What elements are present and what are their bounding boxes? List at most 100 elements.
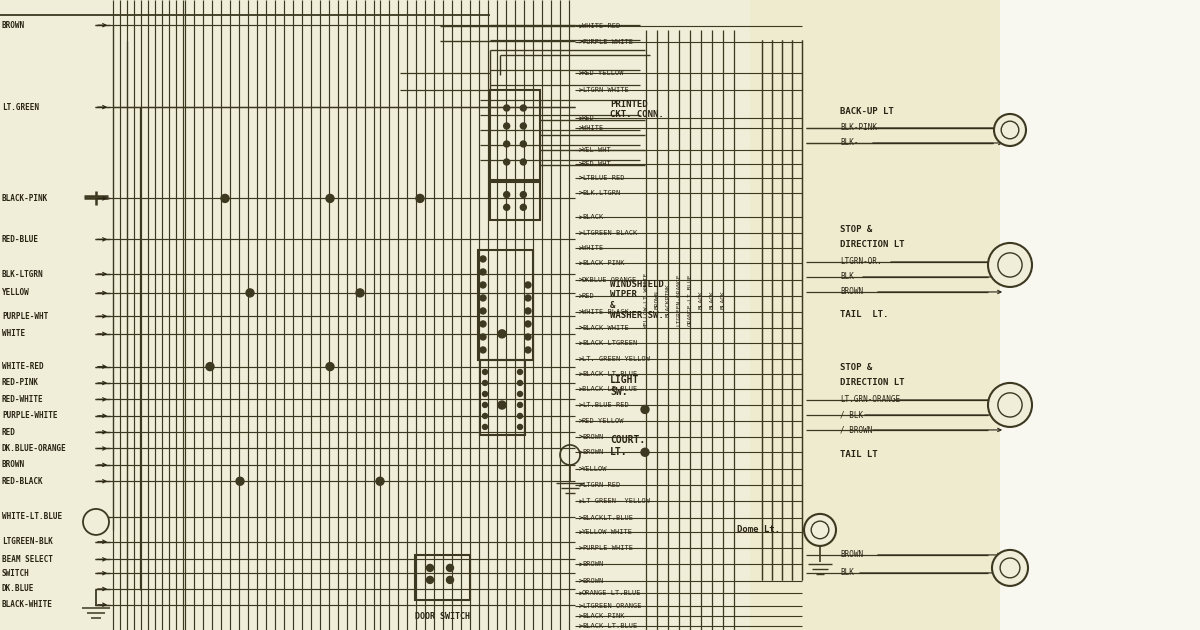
Circle shape: [526, 295, 530, 301]
Text: BLACK-WHITE: BLACK-WHITE: [2, 600, 53, 609]
Text: BLACK-WHITE: BLACK-WHITE: [582, 324, 629, 331]
Circle shape: [994, 114, 1026, 146]
Text: BLACK-PINK: BLACK-PINK: [582, 613, 624, 619]
Circle shape: [446, 564, 454, 571]
Circle shape: [504, 123, 510, 129]
Text: LTGREEN-ORANGE: LTGREEN-ORANGE: [582, 603, 642, 609]
Text: BLACK: BLACK: [582, 214, 604, 220]
Text: TAIL LT: TAIL LT: [840, 450, 877, 459]
Circle shape: [326, 195, 334, 202]
Text: BROWN: BROWN: [582, 561, 604, 568]
Circle shape: [482, 403, 487, 408]
Text: DK.BLUE: DK.BLUE: [2, 585, 35, 593]
Text: RED: RED: [2, 428, 16, 437]
Text: BLACK-LT BLUE: BLACK-LT BLUE: [582, 386, 637, 392]
Circle shape: [517, 425, 522, 430]
Text: BROWN: BROWN: [2, 21, 25, 30]
Bar: [480, 360, 526, 435]
Text: WHITE-BLACK: WHITE-BLACK: [582, 309, 629, 315]
Circle shape: [482, 369, 487, 374]
Circle shape: [804, 514, 836, 546]
Text: YELLOW: YELLOW: [2, 289, 30, 297]
Text: ORANGE-LT.BLUE: ORANGE-LT.BLUE: [582, 590, 642, 597]
Circle shape: [526, 347, 530, 353]
Text: BLACK-LT.BLUE: BLACK-LT.BLUE: [582, 371, 637, 377]
Text: STOP &: STOP &: [840, 226, 872, 234]
Circle shape: [482, 391, 487, 396]
Text: WINDSHIELD
WIPER
&
WASHER SW.: WINDSHIELD WIPER & WASHER SW.: [610, 280, 664, 320]
Circle shape: [504, 105, 510, 111]
Circle shape: [498, 401, 506, 409]
Text: BLACK-PINK: BLACK-PINK: [582, 260, 624, 266]
Text: DIRECTION LT: DIRECTION LT: [840, 241, 905, 249]
Circle shape: [504, 192, 510, 198]
Circle shape: [517, 403, 522, 408]
Text: RED-BLACK: RED-BLACK: [2, 477, 43, 486]
Circle shape: [446, 576, 454, 583]
Circle shape: [416, 195, 424, 202]
Circle shape: [521, 192, 527, 198]
Text: LT.GREEN: LT.GREEN: [2, 103, 38, 112]
Text: PURPLE-WHITE: PURPLE-WHITE: [582, 545, 634, 551]
Text: BLK-LTGRN: BLK-LTGRN: [2, 270, 43, 278]
Circle shape: [236, 478, 244, 485]
Text: RED-: RED-: [582, 115, 599, 122]
Text: LT. GREEN-YELLOW: LT. GREEN-YELLOW: [582, 356, 650, 362]
Text: PURPLE-WHITE: PURPLE-WHITE: [582, 38, 634, 45]
Text: YEL-WHT: YEL-WHT: [582, 147, 612, 153]
Text: BROWN: BROWN: [582, 433, 604, 440]
Circle shape: [521, 141, 527, 147]
Text: BROWN: BROWN: [582, 449, 604, 455]
Text: RED-BLUE: RED-BLUE: [2, 235, 38, 244]
Text: BLK: BLK: [840, 272, 854, 282]
Circle shape: [517, 381, 522, 386]
Circle shape: [482, 413, 487, 418]
Text: BLACK-PINK: BLACK-PINK: [2, 194, 48, 203]
Bar: [750, 0, 1000, 630]
Text: Dome Lt.: Dome Lt.: [737, 525, 780, 534]
Text: LTGREEN-BLACK: LTGREEN-BLACK: [582, 230, 637, 236]
Circle shape: [504, 141, 510, 147]
Text: TAIL  LT.: TAIL LT.: [840, 311, 888, 319]
Text: DOOR SWITCH: DOOR SWITCH: [415, 612, 470, 621]
Text: BROWN: BROWN: [840, 287, 863, 297]
Circle shape: [480, 269, 486, 275]
Text: BLK-PINK: BLK-PINK: [840, 123, 877, 132]
Text: ORANGE-LT.BLUE: ORANGE-LT.BLUE: [688, 273, 692, 326]
Circle shape: [521, 159, 527, 165]
Circle shape: [426, 564, 433, 571]
Circle shape: [641, 449, 649, 456]
Circle shape: [426, 576, 433, 583]
Bar: [490, 90, 540, 180]
Circle shape: [356, 289, 364, 297]
Text: BLK.LTGRN: BLK.LTGRN: [582, 190, 620, 196]
Text: BLACKPINK: BLACKPINK: [666, 283, 671, 317]
Text: BLACK: BLACK: [720, 290, 726, 309]
Circle shape: [526, 282, 530, 288]
Text: BROWN: BROWN: [654, 290, 660, 309]
Text: WHITE-RED: WHITE-RED: [582, 23, 620, 30]
Text: WHITE: WHITE: [582, 245, 604, 251]
Text: COURT.
LT.: COURT. LT.: [610, 435, 646, 457]
Text: BLACKLT.BLUE: BLACKLT.BLUE: [582, 515, 634, 521]
Text: RED: RED: [582, 293, 595, 299]
Circle shape: [641, 406, 649, 413]
Circle shape: [517, 391, 522, 396]
Circle shape: [517, 413, 522, 418]
Text: BROWN: BROWN: [840, 551, 863, 559]
Circle shape: [480, 282, 486, 288]
Circle shape: [376, 478, 384, 485]
Text: RED-PINK: RED-PINK: [2, 379, 38, 387]
Text: LT.BLUE-RED: LT.BLUE-RED: [582, 402, 629, 408]
Circle shape: [221, 195, 229, 202]
Text: RED-YELLOW: RED-YELLOW: [582, 70, 624, 76]
Text: RED-WHT: RED-WHT: [582, 161, 612, 167]
Text: LT.GRN-ORANGE: LT.GRN-ORANGE: [840, 396, 900, 404]
Text: BLK: BLK: [840, 568, 854, 578]
Text: SWITCH: SWITCH: [2, 569, 30, 578]
Text: WHITE: WHITE: [2, 329, 25, 338]
Text: BLACK-LTGREEN: BLACK-LTGREEN: [582, 340, 637, 347]
Circle shape: [988, 383, 1032, 427]
Circle shape: [480, 347, 486, 353]
Circle shape: [83, 509, 109, 535]
